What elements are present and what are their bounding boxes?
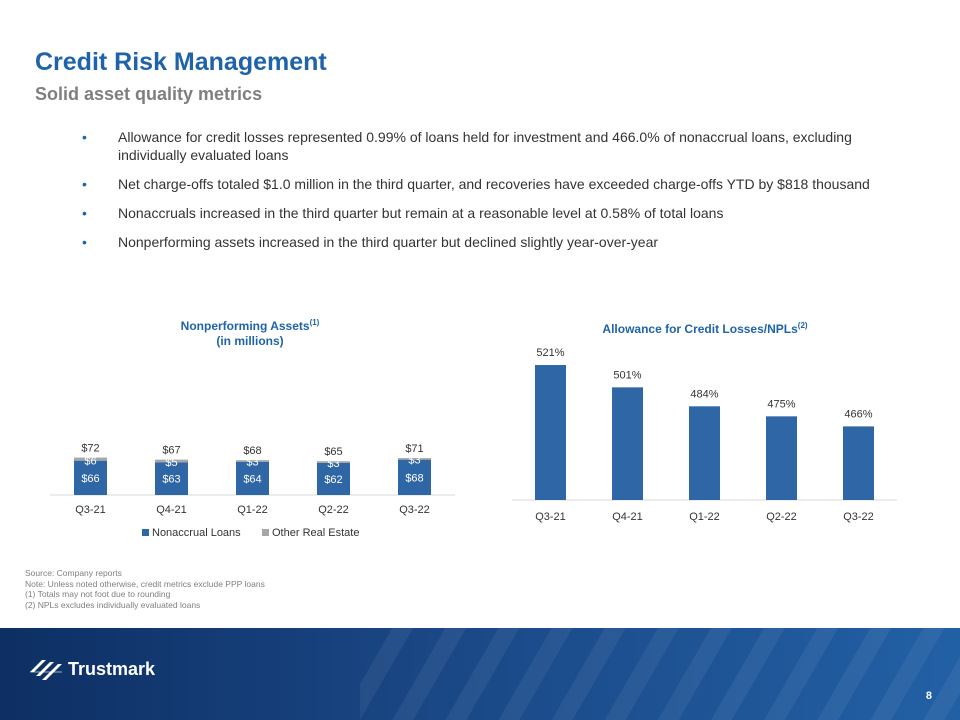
- npa-total-label: $68: [243, 445, 261, 457]
- trustmark-logo: Trustmark: [28, 656, 155, 682]
- npa-chart: $66$6$72Q3-21$63$5$67Q4-21$64$3$68Q1-22$…: [50, 443, 455, 539]
- acl-bar: [766, 416, 797, 500]
- bullet-item: • Nonaccruals increased in the third quar…: [80, 204, 900, 222]
- npa-bar-nonaccrual: [236, 461, 269, 495]
- acl-bar: [612, 387, 643, 500]
- bullet-list: • Allowance for credit losses represented…: [80, 128, 900, 262]
- acl-x-tick: Q4-21: [612, 511, 643, 523]
- acl-bar: [843, 426, 874, 500]
- npa-bar-ore: [236, 460, 269, 462]
- bullet-text: Allowance for credit losses represented …: [118, 129, 852, 163]
- npa-x-tick: Q2-22: [318, 504, 349, 516]
- npa-total-label: $71: [405, 443, 423, 455]
- npa-x-tick: Q3-22: [399, 504, 430, 516]
- acl-x-tick: Q3-22: [843, 511, 874, 523]
- acl-chart-title: Allowance for Credit Losses/NPLs(2): [560, 318, 850, 337]
- bullet-icon: •: [82, 176, 87, 192]
- npa-bar-nonaccrual: [317, 462, 350, 495]
- footer-banner: [0, 628, 960, 720]
- acl-bar: [689, 406, 720, 500]
- npa-chart-title-sup: (1): [309, 318, 320, 327]
- npa-chart-title: Nonperforming Assets(1) (in millions): [150, 315, 350, 349]
- npa-bar-ore: [155, 459, 188, 463]
- banner-stripes: [360, 628, 960, 720]
- npa-label-ore: $5: [165, 457, 177, 469]
- bullet-item: • Net charge-offs totaled $1.0 million in…: [80, 175, 900, 193]
- acl-x-tick: Q2-22: [766, 511, 797, 523]
- bullet-icon: •: [82, 234, 87, 250]
- footnote-source: Source: Company reports: [25, 568, 122, 578]
- npa-bar-ore: [74, 457, 107, 461]
- acl-bar: [535, 365, 566, 500]
- acl-chart: 521% Q3-21 501% Q4-21 484% Q1-22 475% Q2-22 466%…: [512, 347, 897, 523]
- npa-total-label: $65: [324, 446, 342, 458]
- acl-data-label: 475%: [767, 398, 795, 410]
- acl-x-tick: Q3-21: [535, 511, 566, 523]
- footnote-2: (2) NPLs excludes individually evaluated…: [25, 599, 201, 610]
- npa-x-tick: Q3-21: [75, 504, 106, 516]
- acl-chart-title-sup: (2): [797, 321, 808, 330]
- npa-chart-title-text: Nonperforming Assets: [180, 319, 310, 333]
- bullet-item: • Nonperforming assets increased in the t…: [80, 233, 900, 251]
- legend-label-nonaccrual: Nonaccrual Loans: [152, 527, 241, 539]
- npa-label-ore: $6: [84, 456, 96, 468]
- npa-bar-nonaccrual: [74, 460, 107, 495]
- npa-label-ore: $3: [408, 455, 420, 467]
- acl-data-label: 521%: [536, 347, 564, 359]
- npa-total-label: $67: [162, 445, 180, 457]
- trustmark-logo-icon: [30, 660, 62, 680]
- acl-data-label: 484%: [690, 388, 718, 400]
- bullet-text: Net charge-offs totaled $1.0 million in …: [118, 176, 870, 192]
- npa-bar-ore: [398, 458, 431, 460]
- acl-chart-title-text: Allowance for Credit Losses/NPLs: [602, 322, 798, 336]
- npa-label-nonaccrual: $64: [243, 473, 261, 485]
- acl-x-tick: Q1-22: [689, 511, 720, 523]
- logo-text: Trustmark: [68, 658, 156, 679]
- acl-data-label: 466%: [844, 408, 872, 420]
- bullet-text: Nonaccruals increased in the third quart…: [118, 205, 724, 221]
- footnotes: Source: Company reports Note: Unless not…: [25, 568, 265, 610]
- page-number: 8: [925, 690, 932, 702]
- npa-label-nonaccrual: $62: [324, 474, 342, 486]
- legend-label-ore: Other Real Estate: [272, 527, 359, 539]
- npa-label-ore: $3: [246, 457, 258, 469]
- npa-x-tick: Q4-21: [156, 504, 187, 516]
- bullet-item: • Allowance for credit losses represented…: [80, 128, 900, 164]
- legend-swatch-nonaccrual: [142, 529, 149, 536]
- npa-label-nonaccrual: $63: [162, 474, 180, 486]
- bullet-text: Nonperforming assets increased in the th…: [118, 234, 659, 250]
- npa-label-nonaccrual: $68: [405, 472, 423, 484]
- footnote-1: (1) Totals may not foot due to rounding: [25, 589, 171, 599]
- page-title: Credit Risk Management: [35, 48, 327, 76]
- bullet-icon: •: [82, 129, 87, 145]
- npa-bar-ore: [317, 461, 350, 463]
- npa-label-nonaccrual: $66: [81, 473, 99, 485]
- page-subtitle: Solid asset quality metrics: [35, 84, 263, 104]
- npa-x-tick: Q1-22: [237, 504, 268, 516]
- footnote-note: Note: Unless noted otherwise, credit met…: [25, 578, 265, 589]
- npa-chart-subtitle: (in millions): [216, 334, 284, 348]
- acl-data-label: 501%: [613, 369, 641, 381]
- npa-bar-nonaccrual: [155, 462, 188, 495]
- npa-total-label: $72: [81, 443, 99, 455]
- npa-label-ore: $3: [327, 458, 339, 470]
- bullet-icon: •: [82, 205, 87, 221]
- npa-bar-nonaccrual: [398, 459, 431, 495]
- legend-swatch-ore: [262, 529, 269, 536]
